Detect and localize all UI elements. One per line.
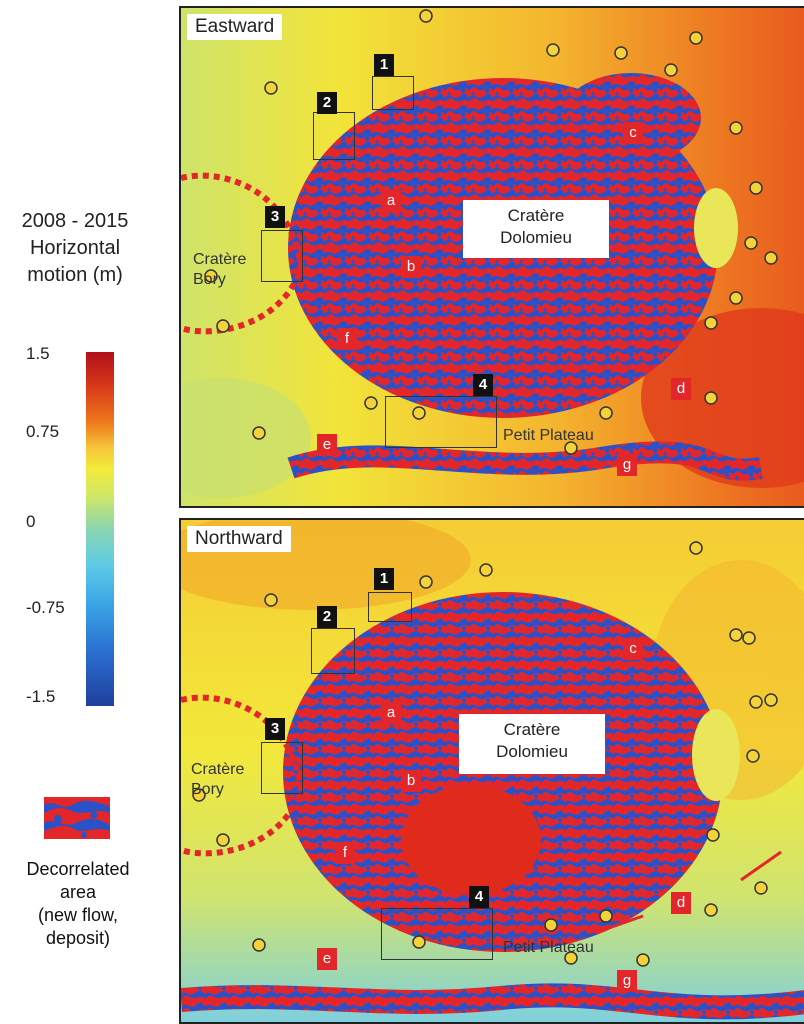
crater-dolomieu-label: Cratère Dolomieu xyxy=(459,714,605,774)
flow-label-b: b xyxy=(401,256,421,278)
zone-label-4: 4 xyxy=(469,886,489,908)
legend-title: 2008 - 2015 Horizontal motion (m) xyxy=(21,210,129,286)
decorrelated-swatch xyxy=(44,797,110,839)
flow-label-a: a xyxy=(381,190,401,212)
flow-label-d: d xyxy=(671,892,691,914)
zone-box-4 xyxy=(385,396,497,448)
flow-label-e: e xyxy=(317,948,337,970)
flow-label-f: f xyxy=(335,842,355,864)
flow-label-g: g xyxy=(617,970,637,992)
color-scale-bar xyxy=(86,352,114,706)
flow-label-c: c xyxy=(623,122,643,144)
scale-tick-high: 0.75 xyxy=(26,422,60,441)
zone-label-2: 2 xyxy=(317,92,337,114)
petit-plateau-label: Petit Plateau xyxy=(503,427,594,444)
zone-box-1 xyxy=(372,76,414,110)
northward-map-panel: Northward 1 2 3 4 a b c d e f g Cratère … xyxy=(179,518,804,1024)
flow-label-d: d xyxy=(671,378,691,400)
crater-bory-label: Cratère Bory xyxy=(193,251,247,288)
flow-label-b: b xyxy=(401,770,421,792)
flow-label-f: f xyxy=(337,328,357,350)
zone-label-3: 3 xyxy=(265,206,285,228)
flow-label-e: e xyxy=(317,434,337,456)
crater-bory-label: Cratère Bory xyxy=(191,761,245,798)
petit-plateau-label: Petit Plateau xyxy=(503,939,594,956)
zone-box-3 xyxy=(261,230,303,282)
flow-label-a: a xyxy=(381,702,401,724)
eastward-map-panel: Eastward 1 2 3 4 a b c d e f g Cratère D… xyxy=(179,6,804,508)
crater-dolomieu-label: Cratère Dolomieu xyxy=(463,200,609,258)
zone-label-1: 1 xyxy=(374,568,394,590)
zone-box-4 xyxy=(381,908,493,960)
zone-box-1 xyxy=(368,592,412,622)
flow-label-c: c xyxy=(623,638,643,660)
scale-tick-zero: 0 xyxy=(26,512,36,531)
zone-label-3: 3 xyxy=(265,718,285,740)
flow-label-g: g xyxy=(617,454,637,476)
zone-label-4: 4 xyxy=(473,374,493,396)
zone-label-1: 1 xyxy=(374,54,394,76)
zone-label-2: 2 xyxy=(317,606,337,628)
panel-title-eastward: Eastward xyxy=(187,14,283,40)
scale-tick-min: -1.5 xyxy=(26,687,56,706)
decorrelated-legend-label: Decorrelated area (new flow, deposit) xyxy=(26,859,130,948)
scale-tick-low: -0.75 xyxy=(26,598,65,617)
scale-tick-max: 1.5 xyxy=(26,344,50,363)
zone-box-2 xyxy=(311,628,355,674)
panel-title-northward: Northward xyxy=(187,526,291,552)
zone-box-3 xyxy=(261,742,303,794)
zone-box-2 xyxy=(313,112,355,160)
